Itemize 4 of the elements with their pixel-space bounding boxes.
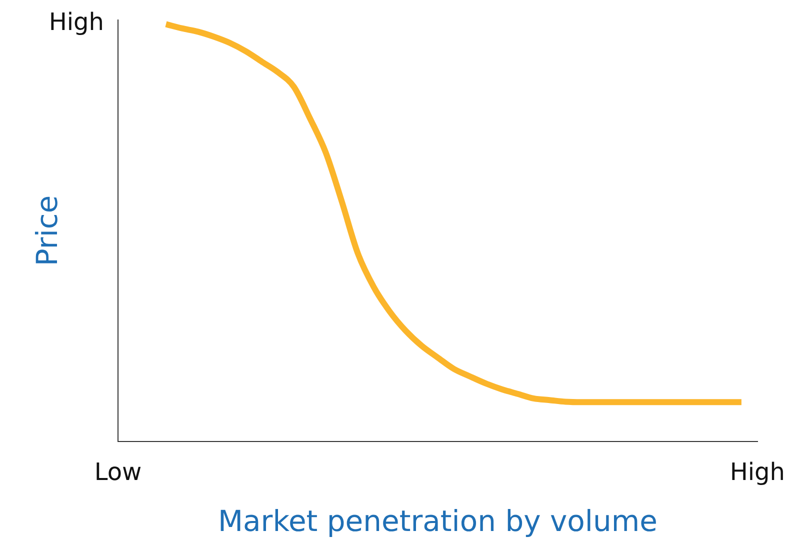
- x-axis-title: Market penetration by volume: [218, 504, 658, 538]
- x-tick-label: Low: [94, 458, 142, 486]
- text: High: [48, 8, 104, 36]
- y-axis-title: Price: [30, 195, 64, 266]
